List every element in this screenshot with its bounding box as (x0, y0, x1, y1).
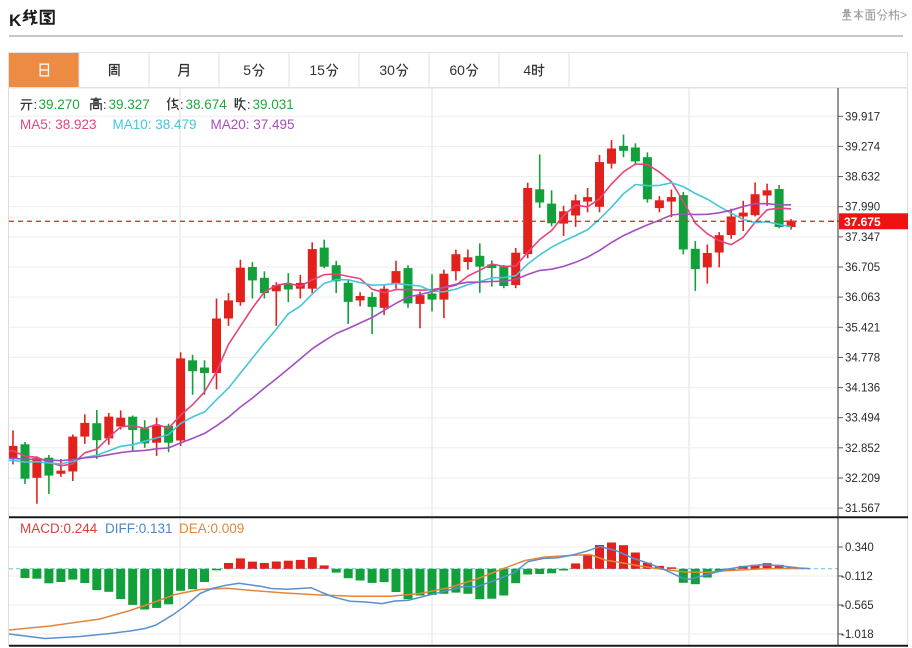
svg-text:36.063: 36.063 (845, 292, 880, 304)
svg-text:30: 30 (379, 62, 395, 78)
svg-text:38.674: 38.674 (186, 97, 228, 112)
svg-text:5: 5 (243, 62, 251, 78)
svg-text:-0.112: -0.112 (841, 571, 873, 583)
svg-text:>: > (900, 8, 907, 22)
svg-text:K: K (9, 11, 22, 30)
svg-text:-1.018: -1.018 (841, 629, 874, 641)
svg-text:39.917: 39.917 (845, 111, 880, 123)
svg-text:33.494: 33.494 (845, 413, 881, 425)
svg-text:36.705: 36.705 (845, 262, 880, 274)
svg-text:MA10: 38.479: MA10: 38.479 (113, 117, 197, 132)
svg-text:0.340: 0.340 (845, 542, 874, 554)
svg-text::: : (103, 97, 107, 112)
svg-text:MA20: 37.495: MA20: 37.495 (211, 117, 295, 132)
svg-text::: : (34, 97, 38, 112)
svg-text:15: 15 (309, 62, 325, 78)
svg-text:DIFF:0.131: DIFF:0.131 (105, 521, 173, 536)
svg-text:4: 4 (523, 62, 531, 78)
svg-text:35.421: 35.421 (845, 322, 880, 334)
svg-text:39.327: 39.327 (109, 97, 150, 112)
svg-text:37.347: 37.347 (845, 232, 880, 244)
svg-text:32.852: 32.852 (845, 443, 880, 455)
svg-text:MA5: 38.923: MA5: 38.923 (20, 117, 97, 132)
svg-text:32.209: 32.209 (845, 473, 880, 485)
svg-text:DEA:0.009: DEA:0.009 (179, 521, 244, 536)
svg-text:60: 60 (449, 62, 465, 78)
svg-text::: : (247, 97, 251, 112)
svg-text:39.031: 39.031 (253, 97, 294, 112)
svg-text:-0.565: -0.565 (841, 600, 874, 612)
svg-text:MACD:0.244: MACD:0.244 (20, 521, 98, 536)
svg-text:39.270: 39.270 (39, 97, 80, 112)
svg-text:37.990: 37.990 (845, 202, 880, 214)
svg-text:34.778: 34.778 (845, 352, 880, 364)
svg-text:38.632: 38.632 (845, 172, 880, 184)
svg-text:31.567: 31.567 (845, 503, 880, 515)
svg-text:34.136: 34.136 (845, 383, 880, 395)
svg-text:37.675: 37.675 (844, 215, 881, 229)
svg-text::: : (180, 97, 184, 112)
svg-text:39.274: 39.274 (845, 141, 881, 153)
